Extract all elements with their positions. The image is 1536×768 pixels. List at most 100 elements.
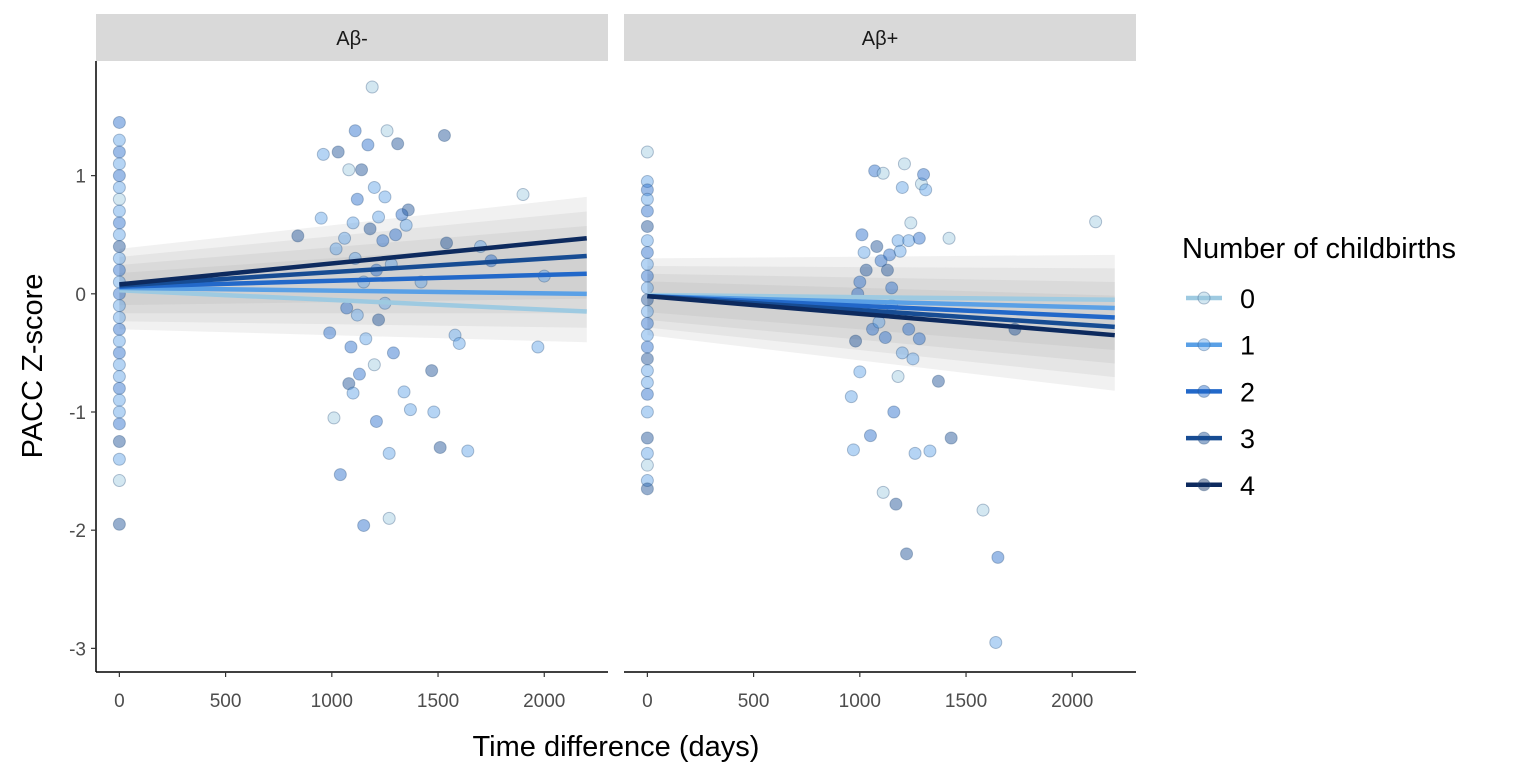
data-point [112, 263, 126, 277]
data-point [640, 183, 654, 197]
data-point [891, 370, 905, 384]
data-point [112, 346, 126, 360]
data-point [386, 346, 400, 360]
data-point [849, 334, 863, 348]
data-point [112, 169, 126, 183]
data-point [399, 218, 413, 232]
data-point [895, 180, 909, 194]
legend-entry-4: 4 [1186, 471, 1255, 501]
data-point [640, 145, 654, 159]
data-point [340, 301, 354, 315]
data-point [342, 377, 356, 391]
data-point [991, 550, 1005, 564]
data-point [640, 458, 654, 472]
y-tick-label: -2 [69, 521, 86, 542]
data-point [333, 468, 347, 482]
data-point [112, 435, 126, 449]
data-point [367, 180, 381, 194]
data-point [316, 147, 330, 161]
data-point [876, 485, 890, 499]
data-point [844, 390, 858, 404]
data-point [640, 175, 654, 189]
data-point [889, 497, 903, 511]
data-point [338, 231, 352, 245]
data-point [112, 133, 126, 147]
data-point [897, 157, 911, 171]
data-point [112, 474, 126, 488]
data-point [112, 417, 126, 431]
data-point [112, 322, 126, 336]
data-point [378, 190, 392, 204]
data-point [516, 188, 530, 202]
data-point [855, 228, 869, 242]
data-point [885, 281, 899, 295]
data-point [327, 411, 341, 425]
facet-strip [624, 14, 1136, 61]
data-point [461, 444, 475, 458]
data-point [382, 446, 396, 460]
y-tick-label: 1 [75, 167, 86, 188]
y-tick-label: 0 [75, 285, 86, 306]
facet-strip-label: Aβ- [336, 28, 368, 50]
data-point [846, 443, 860, 457]
legend-label: 2 [1240, 377, 1255, 407]
data-point [640, 431, 654, 445]
data-point [367, 358, 381, 372]
regression-line-0 [647, 292, 1115, 302]
data-point [640, 405, 654, 419]
data-point [868, 164, 882, 178]
data-point [893, 244, 907, 258]
data-point [942, 231, 956, 245]
x-tick-label: 0 [114, 691, 125, 712]
data-point [895, 346, 909, 360]
data-point [857, 245, 871, 259]
x-tick-label: 0 [642, 691, 653, 712]
data-point [346, 386, 360, 400]
x-tick-label: 2000 [523, 691, 565, 712]
panels: Aβ- -3 -2 -1 0 1 0 500 1000 1500 2000 Aβ+ 0 500 1000 15… [69, 14, 1136, 712]
legend-label: 1 [1240, 331, 1255, 361]
data-point [640, 269, 654, 283]
legend-entries: 0 1 2 3 4 [1186, 284, 1255, 501]
data-point [382, 511, 396, 525]
data-point [112, 251, 126, 265]
data-point [902, 322, 916, 336]
data-point [640, 364, 654, 378]
data-point [640, 352, 654, 366]
data-point [365, 80, 379, 94]
data-point [640, 305, 654, 319]
data-point [863, 429, 877, 443]
data-point [640, 234, 654, 248]
data-point [923, 444, 937, 458]
data-point [640, 316, 654, 330]
data-point [112, 228, 126, 242]
x-tick-label: 1500 [945, 691, 987, 712]
data-point [859, 263, 873, 277]
data-point [369, 414, 383, 428]
x-tick-label: 1500 [417, 691, 459, 712]
data-point [112, 115, 126, 129]
data-point [403, 403, 417, 417]
data-point [331, 145, 345, 159]
data-point [433, 440, 447, 454]
data-point [329, 242, 343, 256]
legend-key-point [1197, 384, 1211, 398]
data-point [427, 405, 441, 419]
data-point [883, 248, 897, 262]
data-point [640, 281, 654, 295]
data-point [437, 128, 451, 142]
data-point [112, 393, 126, 407]
data-point [640, 257, 654, 271]
data-point [448, 328, 462, 342]
data-point [1089, 215, 1103, 229]
data-point [912, 332, 926, 346]
data-point [380, 124, 394, 138]
data-point [640, 192, 654, 206]
data-point [874, 254, 888, 268]
confidence-band [647, 254, 1115, 391]
data-point [876, 166, 890, 180]
legend-entry-1: 1 [1186, 331, 1255, 361]
data-point [112, 204, 126, 218]
data-point [944, 431, 958, 445]
